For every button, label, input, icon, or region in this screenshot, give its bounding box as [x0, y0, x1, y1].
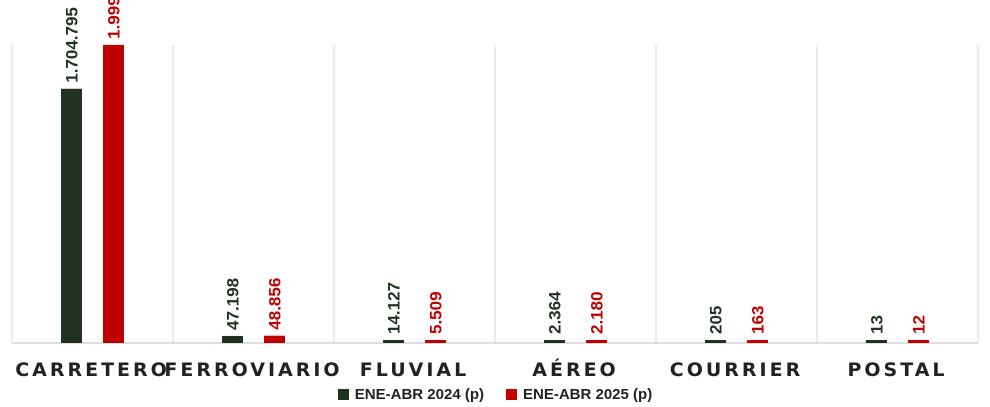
value-label-2024-fluvial: 14.127 [385, 282, 404, 334]
bar-2025-aéreo [586, 340, 607, 343]
bar-2024-fluvial [383, 340, 404, 343]
value-label-2024-postal: 13 [868, 315, 887, 334]
value-labels-group: 1.704.795 1.999.046 47.198 48.856 14.127 5.50… [63, 0, 929, 334]
value-label-2024-aéreo: 2.364 [546, 291, 565, 334]
value-label-2025-ferroviario: 48.856 [266, 278, 285, 330]
legend-swatch-2025 [506, 388, 517, 400]
value-label-2024-ferroviario: 47.198 [224, 278, 243, 330]
legend: ENE-ABR 2024 (p) ENE-ABR 2025 (p) [0, 383, 990, 405]
category-label-aéreo: AÉREO [532, 358, 618, 381]
value-label-2025-aéreo: 2.180 [588, 291, 607, 334]
bar-2025-ferroviario [264, 335, 285, 343]
value-label-2025-carretero: 1.999.046 [105, 0, 124, 39]
bar-2024-courrier [705, 340, 726, 343]
category-label-carretero: CARRETERO [15, 359, 170, 381]
bar-2024-postal [866, 340, 887, 343]
bar-2025-fluvial [425, 340, 446, 343]
legend-item-2025: ENE-ABR 2025 (p) [506, 386, 652, 403]
legend-item-2024: ENE-ABR 2024 (p) [337, 385, 484, 403]
category-label-courrier: COURRIER [670, 359, 803, 381]
category-label-fluvial: FLUVIAL [360, 359, 469, 381]
bar-2024-aéreo [544, 340, 565, 343]
legend-label-2025: ENE-ABR 2025 (p) [523, 385, 653, 403]
category-label-ferroviario: FERROVIARIO [164, 359, 342, 381]
bar-2024-carretero [61, 88, 82, 343]
value-label-2025-postal: 12 [910, 315, 929, 334]
bar-chart: 1.704.795 1.999.046 47.198 48.856 14.127 5.50… [11, 0, 979, 381]
value-label-2024-courrier: 205 [707, 306, 726, 334]
legend-label-2024: ENE-ABR 2024 (p) [354, 385, 484, 403]
bar-2025-courrier [747, 340, 768, 343]
value-label-2025-courrier: 163 [749, 306, 768, 334]
bar-2024-ferroviario [222, 335, 243, 343]
bars-group [61, 44, 929, 343]
category-separators [11, 45, 979, 343]
bar-2025-postal [908, 340, 929, 343]
bar-2025-carretero [103, 44, 124, 343]
value-label-2025-fluvial: 5.509 [427, 291, 446, 334]
value-label-2024-carretero: 1.704.795 [63, 7, 82, 83]
category-label-postal: POSTAL [847, 359, 947, 381]
legend-swatch-2024 [337, 388, 349, 400]
